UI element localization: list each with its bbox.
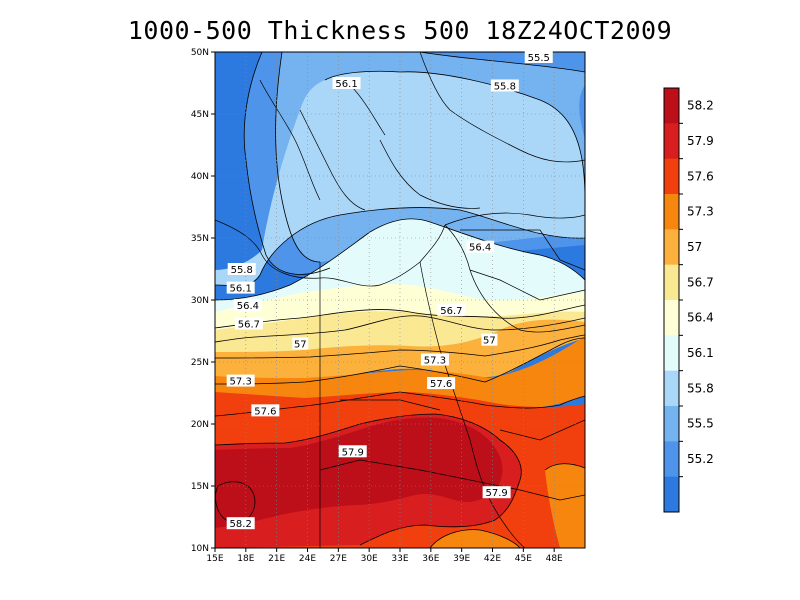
- contour-label-text: 57: [483, 336, 496, 347]
- colorbar-swatch: [664, 88, 679, 124]
- colorbar-swatch: [664, 194, 679, 230]
- contour-label: 58.2: [226, 517, 255, 530]
- colorbar-swatch: [664, 370, 679, 407]
- colorbar-swatch: [664, 229, 679, 266]
- contour-label: 56.1: [226, 281, 255, 295]
- contour-label-text: 57.3: [424, 356, 446, 367]
- colorbar-swatch: [664, 158, 679, 195]
- contour-label-text: 57.3: [230, 377, 252, 388]
- lon-tick-label: 21E: [268, 554, 285, 564]
- colorbar-label: 56.7: [687, 275, 714, 289]
- colorbar-swatch: [664, 123, 679, 160]
- lon-tick-label: 36E: [422, 554, 439, 564]
- contour-label-text: 56.7: [238, 320, 260, 331]
- contour-label-text: 56.7: [440, 306, 462, 317]
- lon-tick-label: 39E: [453, 554, 470, 564]
- colorbar-label: 56.4: [687, 311, 714, 325]
- colorbar-swatch: [664, 476, 679, 513]
- lat-lon-grid: [215, 52, 585, 548]
- lon-tick-label: 42E: [484, 554, 501, 564]
- lat-tick-label: 20N: [191, 420, 209, 430]
- contour-label: 56.1: [332, 77, 361, 90]
- colorbar-label: 55.5: [687, 417, 714, 431]
- contour-label-text: 57: [294, 339, 307, 350]
- lon-tick-label: 15E: [206, 554, 223, 564]
- contour-label-text: 57.6: [254, 406, 276, 417]
- lat-tick-label: 30N: [191, 296, 209, 306]
- lon-tick-label: 27E: [330, 554, 347, 564]
- contour-label-text: 57.6: [430, 379, 452, 390]
- lon-tick-label: 30E: [361, 554, 378, 564]
- colorbar-swatch: [664, 335, 679, 372]
- colorbar-swatch: [664, 406, 679, 442]
- contour-label: 57: [481, 333, 498, 347]
- map-title: 1000-500 Thickness 500 18Z24OCT2009: [127, 16, 673, 45]
- contour-label: 55.5: [524, 50, 553, 64]
- lon-tick-label: 45E: [515, 554, 532, 564]
- colorbar-label: 55.8: [687, 381, 714, 395]
- contour-label: 57.9: [482, 486, 511, 499]
- latitude-tick-labels: 10N 15N 20N 25N 30N 35N 40N 45N 50N: [191, 48, 215, 554]
- contour-label: 56.4: [466, 240, 495, 254]
- contour-label: 57.6: [251, 404, 280, 417]
- contour-label-text: 56.4: [469, 243, 491, 254]
- contour-label-text: 56.1: [230, 284, 252, 295]
- contour-label: 57.6: [427, 377, 456, 390]
- contour-label: 55.8: [227, 263, 256, 276]
- lon-tick-label: 18E: [237, 554, 254, 564]
- contour-label-text: 55.5: [528, 53, 550, 64]
- lat-tick-label: 10N: [191, 544, 209, 554]
- contour-label: 57.9: [338, 445, 367, 458]
- contour-label: 56.7: [437, 303, 466, 317]
- colorbar-swatch: [664, 441, 679, 478]
- contour-label: 56.4: [233, 298, 262, 312]
- lat-tick-label: 15N: [191, 482, 209, 492]
- colorbar-label: 57.6: [687, 169, 714, 183]
- contour-label-text: 57.9: [342, 447, 364, 458]
- contour-labels: 55.5 55.8 56.1 55.8 56.1 56.4 56.7 57 57.3 57.6 57…: [226, 50, 553, 530]
- contour-label-text: 55.8: [231, 265, 253, 276]
- contour-label: 57.3: [420, 353, 449, 367]
- longitude-tick-labels: 15E 18E 21E 24E 27E 30E 33E 36E 39E 42E 45E 48E: [206, 548, 563, 564]
- contour-label: 56.7: [234, 317, 263, 331]
- contour-label-text: 55.8: [494, 81, 516, 92]
- coastlines: [215, 52, 585, 548]
- lon-tick-label: 48E: [546, 554, 563, 564]
- contour-label-text: 56.1: [335, 79, 357, 90]
- colorbar-swatch: [664, 264, 679, 301]
- lat-tick-label: 25N: [191, 358, 209, 368]
- contour-label-text: 58.2: [230, 519, 252, 530]
- contour-label: 57.3: [226, 374, 255, 388]
- contour-lines: [215, 52, 585, 548]
- colorbar-label: 55.2: [687, 452, 714, 466]
- colorbar-label: 58.2: [687, 99, 714, 113]
- contour-label-text: 56.4: [237, 301, 259, 312]
- colorbar-label: 57.9: [687, 134, 714, 148]
- lon-tick-label: 33E: [391, 554, 408, 564]
- lon-tick-label: 24E: [299, 554, 316, 564]
- lat-tick-label: 50N: [191, 48, 209, 58]
- contour-label-text: 57.9: [485, 488, 507, 499]
- lat-tick-label: 40N: [191, 172, 209, 182]
- contour-label: 55.8: [490, 79, 519, 92]
- colorbar-label: 57: [687, 240, 702, 254]
- colorbar-swatch: [664, 300, 679, 336]
- lat-tick-label: 35N: [191, 234, 209, 244]
- colorbar-label: 57.3: [687, 205, 714, 219]
- contour-label: 57: [292, 337, 309, 350]
- colorbar: 58.2 57.9 57.6 57.3 57 56.7 56.4 56.1 55.8 55.5 55…: [663, 87, 714, 513]
- colorbar-label: 56.1: [687, 346, 714, 360]
- lat-tick-label: 45N: [191, 110, 209, 120]
